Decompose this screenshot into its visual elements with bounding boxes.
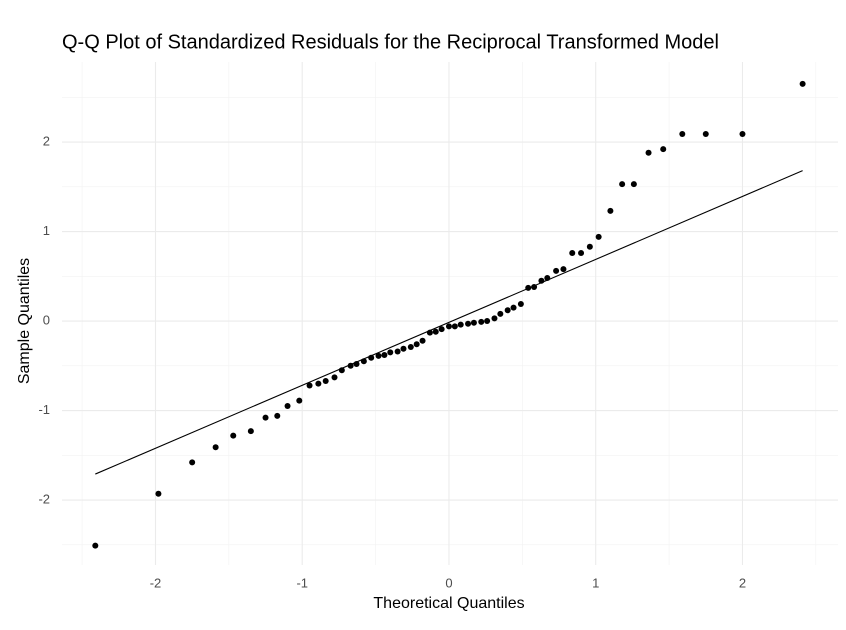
- point: [484, 318, 491, 325]
- point: [247, 428, 254, 435]
- point: [407, 343, 414, 350]
- point: [595, 233, 602, 240]
- point: [426, 329, 433, 336]
- point: [155, 490, 162, 497]
- point: [531, 284, 538, 291]
- point: [497, 310, 504, 317]
- x-axis-title: Theoretical Quantiles: [373, 595, 524, 612]
- grid: [62, 62, 838, 565]
- point: [375, 352, 382, 359]
- point: [525, 284, 532, 291]
- point: [586, 243, 593, 250]
- point: [465, 320, 472, 327]
- point: [338, 367, 345, 374]
- point: [353, 360, 360, 367]
- x-tick-label: 1: [592, 575, 599, 590]
- point: [510, 304, 517, 311]
- point: [92, 542, 99, 549]
- point: [381, 352, 388, 359]
- point: [544, 275, 551, 282]
- point: [451, 323, 458, 330]
- point: [212, 444, 219, 451]
- point: [560, 266, 567, 273]
- point: [413, 341, 420, 348]
- point: [702, 130, 709, 137]
- point: [739, 130, 746, 137]
- chart-title: Q-Q Plot of Standardized Residuals for t…: [62, 31, 719, 53]
- point: [419, 337, 426, 344]
- x-tick-label: 2: [739, 575, 746, 590]
- point: [569, 249, 576, 256]
- point: [322, 377, 329, 384]
- point: [438, 326, 445, 333]
- point: [470, 319, 477, 326]
- y-tick-label: 2: [43, 133, 50, 148]
- point: [478, 318, 485, 325]
- x-tick-label: -1: [296, 575, 308, 590]
- reference-line: [95, 170, 803, 475]
- point: [296, 397, 303, 404]
- y-tick-label: -2: [38, 491, 50, 506]
- y-tick-label: 1: [43, 223, 50, 238]
- point: [679, 130, 686, 137]
- point: [262, 414, 269, 421]
- point: [315, 380, 322, 387]
- point: [331, 374, 338, 381]
- point: [189, 459, 196, 466]
- point: [799, 80, 806, 87]
- point: [619, 181, 626, 188]
- point: [347, 362, 354, 369]
- point: [306, 382, 313, 389]
- point: [284, 403, 291, 410]
- point: [457, 321, 464, 328]
- point: [432, 328, 439, 335]
- point: [504, 307, 511, 314]
- point: [630, 181, 637, 188]
- y-tick-label: -1: [38, 402, 50, 417]
- y-tick-label: 0: [43, 312, 50, 327]
- point: [491, 315, 498, 322]
- point: [230, 432, 237, 439]
- point: [553, 267, 560, 274]
- point: [538, 277, 545, 284]
- point: [445, 323, 452, 330]
- point: [360, 358, 367, 365]
- x-tick-label: -2: [150, 575, 162, 590]
- x-tick-label: 0: [445, 575, 452, 590]
- point: [400, 345, 407, 352]
- point: [517, 301, 524, 308]
- point: [660, 146, 667, 153]
- point: [387, 349, 394, 356]
- y-axis-title: Sample Quantiles: [16, 258, 33, 384]
- point: [645, 149, 652, 156]
- point: [274, 412, 281, 419]
- point: [578, 249, 585, 256]
- point: [394, 348, 401, 355]
- point: [368, 354, 375, 361]
- point: [607, 207, 614, 214]
